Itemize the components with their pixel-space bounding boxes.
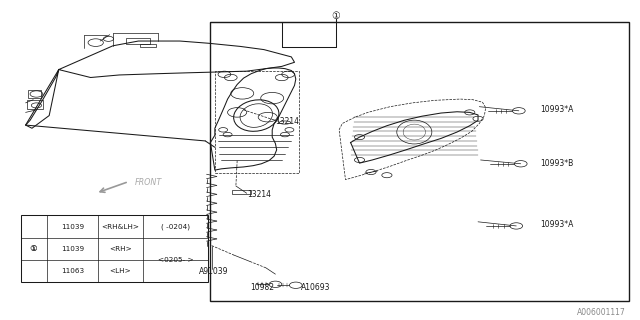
Bar — [125, 38, 150, 44]
Text: 11063: 11063 — [61, 268, 84, 274]
Bar — [232, 190, 251, 194]
Bar — [211, 22, 629, 301]
Text: ( -0204): ( -0204) — [161, 223, 190, 230]
Text: 13214: 13214 — [275, 117, 300, 126]
Bar — [215, 71, 299, 173]
Text: FRONT: FRONT — [135, 178, 163, 187]
Bar — [140, 44, 156, 47]
Text: 10993*A: 10993*A — [540, 105, 573, 114]
Text: 11039: 11039 — [61, 246, 84, 252]
Text: 11039: 11039 — [61, 224, 84, 229]
Bar — [27, 100, 43, 109]
Text: 10982: 10982 — [250, 283, 274, 292]
Text: ①: ① — [332, 11, 340, 21]
Text: 10993*B: 10993*B — [540, 159, 573, 168]
Bar — [28, 90, 41, 98]
Text: <0205- >: <0205- > — [158, 257, 193, 263]
Text: A91039: A91039 — [199, 267, 228, 276]
Text: <LH>: <LH> — [109, 268, 131, 274]
Text: ①: ① — [31, 246, 37, 252]
Text: ①: ① — [29, 244, 37, 253]
Text: <RH&LH>: <RH&LH> — [102, 224, 140, 229]
Text: A006001117: A006001117 — [577, 308, 626, 317]
Bar — [20, 215, 209, 282]
Text: A10693: A10693 — [301, 283, 330, 292]
Text: 10993*A: 10993*A — [540, 220, 573, 229]
Text: 13214: 13214 — [246, 190, 271, 199]
Text: <RH>: <RH> — [109, 246, 132, 252]
